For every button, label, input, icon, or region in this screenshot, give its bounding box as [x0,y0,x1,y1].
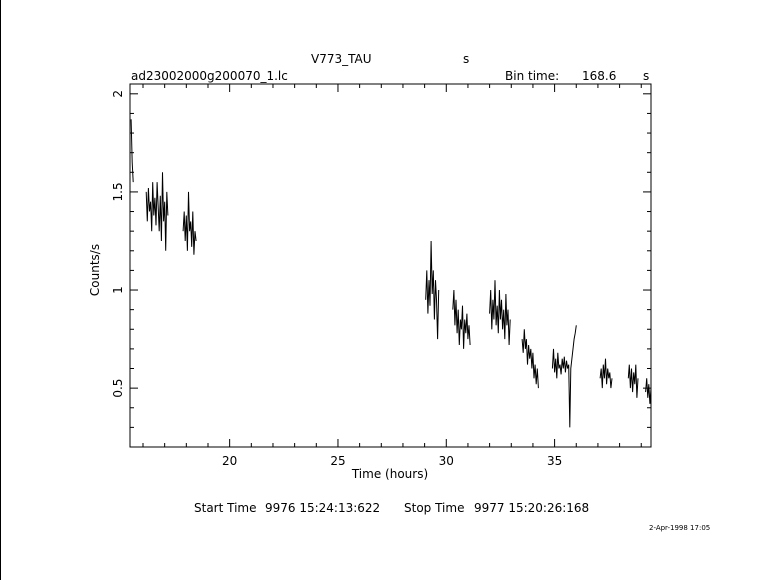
bin-time-label: Bin time: [505,69,560,83]
light-curve-segment [425,240,440,340]
y-axis-label: Counts/s [88,244,102,296]
light-curve-segment [599,358,613,389]
light-curve-segment [182,191,197,255]
x-tick-label: 20 [222,454,237,468]
start-time-value: 9976 15:24:13:622 [265,501,381,515]
start-time-label: Start Time [194,501,257,515]
light-curve-segment [452,289,471,349]
y-tick-label: 2 [111,90,125,98]
y-tick-label: 1.5 [111,182,125,201]
x-tick-label: 35 [547,454,562,468]
y-tick-label: 1 [111,286,125,294]
x-tick-label: 30 [439,454,454,468]
lightcurve-filename: ad23002000g200070_1.lc [131,69,288,83]
light-curve-segment [551,325,577,428]
title-unit: s [463,52,470,66]
x-tick-label: 25 [330,454,345,468]
stop-time-value: 9977 15:20:26:168 [474,501,590,515]
light-curve-segment [645,378,652,404]
light-curve-segment [627,364,639,398]
plot-timestamp: 2-Apr-1998 17:05 [649,524,711,532]
chart-title: V773_TAU [311,52,372,66]
plot-frame [129,83,652,448]
light-curve-segment [521,329,539,389]
window-left-border [0,0,1,580]
y-tick-label: 0.5 [111,379,125,398]
light-curve-segment [145,172,169,251]
x-axis-label: Time (hours) [351,467,428,481]
light-curve-segment [130,119,134,183]
stop-time-label: Stop Time [404,501,465,515]
bin-time-value: 168.6 [582,69,617,83]
bin-time-unit: s [643,69,650,83]
light-curve-segment [489,280,511,346]
